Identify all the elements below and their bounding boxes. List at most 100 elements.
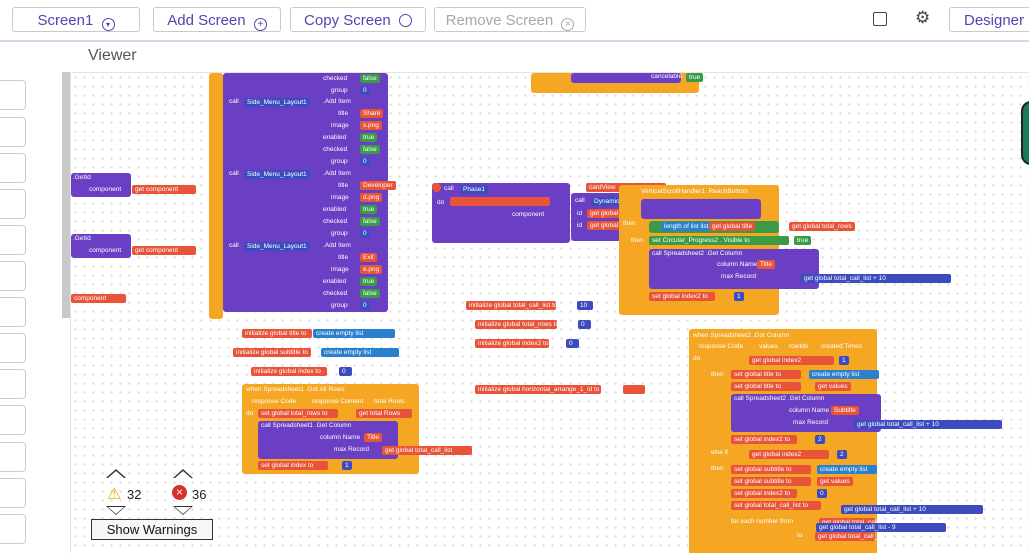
false-block[interactable]: false (360, 74, 380, 83)
false-block[interactable]: false (360, 289, 380, 298)
set-circular-block[interactable]: set Circular_Progress2 . Visible to (649, 236, 789, 245)
palette-item[interactable] (0, 478, 26, 508)
title-text[interactable]: Title (364, 433, 383, 442)
get-values-block[interactable]: get values (815, 382, 851, 391)
show-warnings-button[interactable]: Show Warnings (91, 519, 213, 540)
init-total-rows-block[interactable]: initialize global total_rows to (475, 320, 559, 329)
if-block[interactable]: length of list list get global title (649, 221, 779, 233)
set-total-rows-block[interactable]: set global total_rows to (258, 409, 338, 418)
gear-icon[interactable]: ⚙ (915, 8, 931, 27)
palette-item[interactable] (0, 369, 26, 399)
palette-item[interactable] (0, 117, 26, 147)
init-index2-block[interactable]: initialize global index2 to (475, 339, 549, 348)
set-title-block[interactable]: set global title to (731, 370, 801, 379)
get-index2-block[interactable]: get global index2 (749, 356, 834, 365)
palette-item[interactable] (0, 297, 26, 327)
false-block[interactable]: false (360, 217, 380, 226)
blocks-workspace[interactable]: .GetId component get component .GetId co… (71, 73, 1029, 553)
set-index2-block[interactable]: set global index2 to (731, 435, 797, 444)
set-index2-block[interactable]: set global index2 to (731, 489, 797, 498)
side-menu-block[interactable]: checked false group 0 call Side_Menu_Lay… (223, 73, 396, 312)
side-menu-component[interactable]: Side_Menu_Layout1 (244, 242, 310, 251)
palette-item[interactable] (0, 261, 26, 291)
one-block[interactable]: 1 (342, 461, 352, 470)
init-horizontal-block[interactable]: initialize global horizontal_arrange_1_i… (475, 385, 601, 394)
side-menu-component[interactable]: Side_Menu_Layout1 (244, 170, 310, 179)
get-total-call-list-block[interactable]: get global total_call_list (819, 518, 889, 527)
set-total-call-list-block[interactable]: set global total_call_list to (731, 501, 821, 510)
one-block[interactable]: 1 (734, 292, 744, 301)
developer-text[interactable]: Developer (360, 181, 396, 190)
zero-block[interactable]: 0 (817, 489, 827, 498)
call-spreadsheet2-block[interactable]: call Spreadsheet2 .Get Column column Nam… (731, 394, 881, 432)
ten-block[interactable]: 10 (577, 301, 593, 310)
zero-block[interactable]: 0 (566, 339, 579, 348)
close-icon[interactable] (432, 183, 441, 192)
zero-block[interactable]: 0 (360, 229, 370, 238)
math-add-block[interactable]: get global total_call_list + 10 (801, 274, 951, 283)
call-spreadsheet2-block[interactable]: call Spreadsheet2 .Get Column column Nam… (649, 249, 819, 289)
phase-component[interactable]: Phase1 (460, 185, 489, 194)
palette-item[interactable] (0, 405, 26, 435)
true-block[interactable]: true (360, 133, 378, 142)
get-title-block[interactable]: get global title (709, 222, 756, 231)
get-total-rows-block[interactable]: get global total_rows (789, 222, 855, 231)
zero-block[interactable]: 0 (360, 86, 370, 95)
true-block[interactable]: true (360, 205, 378, 214)
palette-item[interactable] (0, 153, 26, 183)
side-menu-component[interactable]: Side_Menu_Layout1 (244, 98, 310, 107)
palette-item[interactable] (0, 80, 26, 110)
add-screen-button[interactable]: Add Screen + (153, 7, 281, 32)
true-block[interactable]: true (360, 277, 378, 286)
subtitle-text[interactable]: Subtitle (831, 406, 859, 415)
true-block[interactable]: true (794, 236, 812, 245)
screen-select-dropdown[interactable]: Screen1 ▾ (12, 7, 140, 32)
title-text[interactable]: Title (757, 260, 776, 269)
two-block[interactable]: 2 (837, 450, 847, 459)
get-total-call-list-block[interactable]: get global total_call_list (382, 446, 472, 455)
when-gotallrows-block[interactable]: when Spreadsheet1 .Got All Rows response… (242, 384, 472, 474)
dialog-block[interactable]: cancelable true (531, 73, 704, 93)
palette-item[interactable] (0, 514, 26, 544)
next-error-arrow[interactable] (173, 506, 193, 515)
get-values-block[interactable]: get values (817, 477, 853, 486)
zero-block[interactable]: 0 (578, 320, 591, 329)
phase-slot[interactable] (450, 197, 550, 206)
component-block[interactable]: component (71, 294, 126, 303)
get-component-block[interactable]: get component (132, 246, 196, 255)
zero-block[interactable]: 0 (360, 301, 370, 310)
false-block[interactable]: false (360, 145, 380, 154)
next-warning-arrow[interactable] (106, 506, 126, 515)
e-png-text[interactable]: e.png (360, 265, 383, 274)
prev-error-arrow[interactable] (173, 469, 193, 478)
set-title-block[interactable]: set global title to (731, 382, 801, 391)
set-subtitle-block[interactable]: set global subtitle to (731, 465, 811, 474)
math-subtract-block[interactable]: get global total_call_list - 9 (816, 523, 946, 532)
set-subtitle-block[interactable]: set global subtitle to (731, 477, 811, 486)
zero-block[interactable]: 0 (360, 157, 370, 166)
prev-warning-arrow[interactable] (106, 469, 126, 478)
create-list-block[interactable]: create empty list (321, 348, 399, 357)
get-component-block[interactable]: get component (132, 185, 196, 194)
set-index2-block[interactable]: set global index2 to (649, 292, 715, 301)
init-subtitle-block[interactable]: initialize global subtitle to (233, 348, 311, 357)
d-png-text[interactable]: d.png (360, 193, 383, 202)
getid-block[interactable]: .GetId component (71, 173, 131, 197)
palette-item[interactable] (0, 442, 26, 472)
init-title-block[interactable]: initialize global title to (242, 329, 312, 338)
call-spreadsheet-block[interactable]: call Spreadsheet1 .Get Column column Nam… (258, 421, 398, 459)
getid-block[interactable]: .GetId component (71, 234, 131, 258)
create-list-block[interactable]: create empty list (817, 465, 877, 474)
init-total-call-list-block[interactable]: initialize global total_call_list to (466, 301, 558, 310)
create-list-block[interactable]: create empty list (313, 329, 395, 338)
get-total-rows-block[interactable]: get total Rows (356, 409, 412, 418)
zero-block[interactable]: 0 (339, 367, 352, 376)
init-index-block[interactable]: initialize global index to (251, 367, 327, 376)
palette-item[interactable] (0, 225, 26, 255)
math-add-block[interactable]: get global total_call_list + 10 (854, 420, 1002, 429)
designer-button[interactable]: Designer (949, 7, 1029, 32)
get-total-call-list-block[interactable]: get global total_call_list (815, 532, 885, 541)
copy-screen-button[interactable]: Copy Screen (290, 7, 426, 32)
vertical-scrollbar[interactable] (62, 72, 70, 318)
set-index-block[interactable]: set global index to (258, 461, 328, 470)
